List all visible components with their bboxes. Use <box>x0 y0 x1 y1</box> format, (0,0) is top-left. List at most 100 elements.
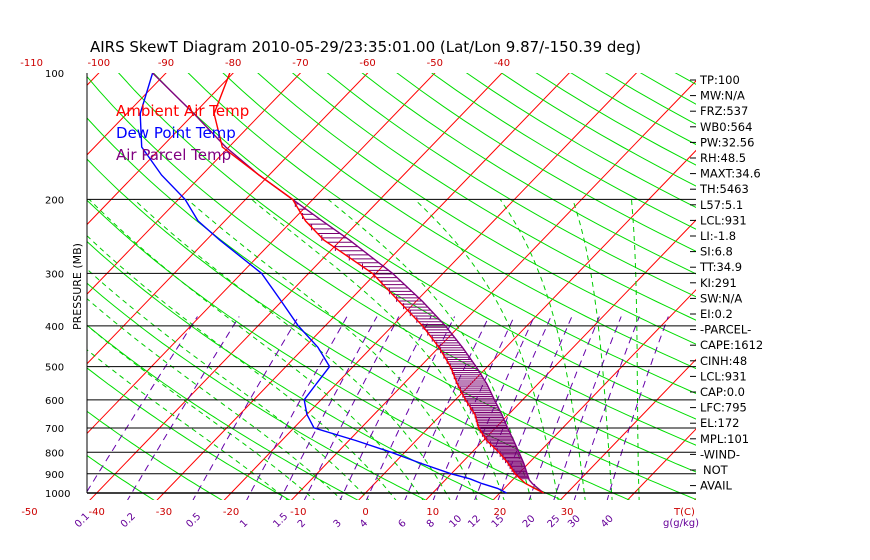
bottom-temp-tick-label: 10 <box>426 507 439 518</box>
y-axis-label: PRESSURE (MB) <box>71 243 84 330</box>
dry-adiabat-line <box>291 73 696 321</box>
dry-adiabat-line <box>326 73 696 298</box>
ambient-temp-line <box>213 73 544 494</box>
isotherm-line <box>87 73 234 226</box>
dry-adiabat-line <box>87 199 563 500</box>
moist-adiabat-line <box>631 199 640 500</box>
dry-adiabat-line <box>87 454 155 500</box>
index-label: WB0:564 <box>700 120 752 134</box>
mixing-ratio-tick-label: 12 <box>466 513 483 530</box>
moist-adiabat-line <box>87 298 343 500</box>
dry-adiabat-line <box>87 240 495 500</box>
top-temp-tick-label: -60 <box>359 58 375 69</box>
moist-adiabat-line <box>251 199 505 500</box>
mixing-ratio-tick-label: 0.2 <box>119 511 138 530</box>
top-temp-tick-label: -100 <box>87 58 110 69</box>
moist-adiabat-line <box>87 349 289 500</box>
dry-adiabat-line <box>222 73 696 370</box>
bottom-temp-tick-label: 30 <box>561 507 574 518</box>
bottom-temp-tick-label: -20 <box>223 507 239 518</box>
bottom-temp-tick-label: -50 <box>21 507 37 518</box>
mixing-ratio-line <box>497 316 573 500</box>
index-label: MW:N/A <box>700 89 745 103</box>
moist-adiabat-line <box>87 235 397 500</box>
top-temp-tick-label: -110 <box>20 58 43 69</box>
isotherm-line <box>358 149 696 500</box>
isotherm-line <box>87 73 302 295</box>
dry-adiabat-line <box>535 73 696 166</box>
top-temp-tick-label: -40 <box>494 58 510 69</box>
index-label: CINH:48 <box>700 354 747 368</box>
moist-adiabat-line <box>87 324 316 500</box>
top-temp-tick-label: -50 <box>427 58 443 69</box>
pressure-tick-label: 900 <box>45 470 64 481</box>
legend-dewpoint: Dew Point Temp <box>116 124 236 142</box>
isotherm-line <box>0 54 50 502</box>
isotherm-line <box>87 73 167 156</box>
mixing-ratio-line <box>303 316 400 500</box>
index-label: EI:0.2 <box>700 307 733 321</box>
mixing-ratio-line <box>339 316 432 500</box>
isotherm-line <box>89 73 503 500</box>
bottom-temp-tick-label: -10 <box>290 507 306 518</box>
top-temp-tick-label: -80 <box>225 58 241 69</box>
dry-adiabat-line <box>87 158 631 500</box>
dry-adiabat-line <box>187 73 696 394</box>
chart-title: AIRS SkewT Diagram 2010-05-29/23:35:01.0… <box>90 38 641 56</box>
bottom-axis-label: T(C) <box>673 507 695 518</box>
bottom-temp-tick-label: -30 <box>156 507 172 518</box>
pressure-tick-label: 400 <box>45 322 64 333</box>
index-label: TT:34.9 <box>699 260 742 274</box>
index-label: -PARCEL- <box>700 323 751 337</box>
isotherm-line <box>223 73 638 500</box>
dry-adiabat-line <box>811 54 870 502</box>
mixing-ratio-line <box>404 316 490 500</box>
dry-adiabat-line <box>674 73 696 85</box>
index-label: -WIND- <box>700 447 740 461</box>
index-label: LCL:931 <box>700 213 747 227</box>
mixing-ratio-line <box>573 316 640 500</box>
index-label: TP:100 <box>699 73 740 87</box>
index-label: KI:291 <box>700 276 737 290</box>
mixing-ratio-tick-label: 6 <box>396 518 408 530</box>
pressure-tick-label: 700 <box>45 424 64 435</box>
dry-adiabat-line <box>87 324 359 500</box>
mixing-ratio-line <box>192 316 299 500</box>
isotherm-line <box>559 358 696 500</box>
legend-ambient: Ambient Air Temp <box>116 102 249 120</box>
mixing-ratio-line <box>127 316 240 500</box>
index-label: AVAIL <box>700 479 733 493</box>
dry-adiabat-line <box>87 75 696 473</box>
index-label: FRZ:537 <box>700 104 748 118</box>
mixing-ratio-line <box>553 316 622 500</box>
index-label: RH:48.5 <box>700 151 746 165</box>
top-temp-tick-label: -90 <box>158 58 174 69</box>
index-label: L57:5.1 <box>700 198 743 212</box>
dry-adiabat-line <box>396 73 696 252</box>
dry-adiabat-line <box>118 73 696 446</box>
pressure-tick-label: 800 <box>45 448 64 459</box>
dry-adiabat-line <box>152 73 696 420</box>
pressure-tick-label: 600 <box>45 396 64 407</box>
index-label: NOT <box>703 463 729 477</box>
mixing-ratio-line <box>528 316 600 500</box>
mixing-ratio-tick-label: 1 <box>238 518 250 530</box>
isotherm-line <box>290 80 696 500</box>
pressure-tick-label: 300 <box>45 269 64 280</box>
index-label: TH:5463 <box>699 182 749 196</box>
bottom-temp-tick-label: 0 <box>362 507 368 518</box>
moist-adiabat-line <box>499 199 586 500</box>
mixing-ratio-tick-label: 20 <box>521 513 538 530</box>
isotherm-line <box>87 73 436 435</box>
index-label: MPL:101 <box>700 432 749 446</box>
mixing-ratio-tick-label: 2 <box>296 518 308 530</box>
index-label: EL:172 <box>700 416 740 430</box>
index-label: LI:-1.8 <box>700 229 736 243</box>
mixing-ratio-tick-label: 0.5 <box>184 511 203 530</box>
top-temp-tick-label: -70 <box>292 58 308 69</box>
mixing-ratio-line <box>432 316 515 500</box>
dry-adiabat-line <box>744 54 870 502</box>
dry-adiabat-line <box>778 54 870 502</box>
dry-adiabat-line <box>87 410 223 500</box>
